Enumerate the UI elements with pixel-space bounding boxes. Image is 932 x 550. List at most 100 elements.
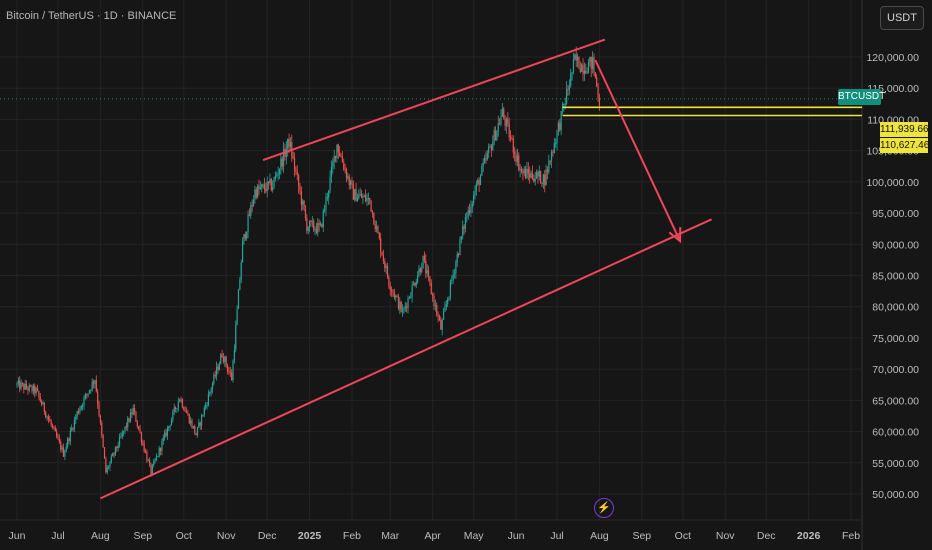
y-tick-label: 90,000.00 <box>872 239 919 251</box>
candle-body <box>485 158 487 160</box>
candle-body <box>176 408 178 410</box>
candle-body <box>280 158 282 170</box>
candle-body <box>116 446 118 449</box>
candle-body <box>174 407 177 409</box>
candle-body <box>377 226 379 234</box>
candle-body <box>25 384 28 389</box>
candle-body <box>75 417 77 420</box>
candle-body <box>77 411 80 413</box>
candle-body <box>103 447 106 459</box>
candle-body <box>512 138 514 153</box>
candle-body <box>112 453 114 457</box>
candle-body <box>355 189 357 202</box>
candle-body <box>358 195 360 199</box>
candle-body <box>180 399 182 401</box>
candle-body <box>259 187 261 189</box>
candle-body <box>42 402 44 405</box>
candle-body <box>50 421 52 425</box>
candle-body <box>362 196 364 198</box>
candle-body <box>99 415 101 423</box>
candle-body <box>274 175 277 179</box>
candle-body <box>509 137 512 139</box>
candle-body <box>393 292 395 298</box>
candle-body <box>71 428 73 431</box>
candle-body <box>258 185 260 189</box>
candle-body <box>456 254 458 263</box>
candle-body <box>41 401 43 405</box>
candle-body <box>140 432 143 443</box>
candle-body <box>157 456 159 458</box>
lightning-icon[interactable]: ⚡ <box>594 498 614 518</box>
candle-body <box>464 217 467 229</box>
candle-body <box>118 436 121 446</box>
candle-body <box>324 209 326 211</box>
x-tick-label: Sep <box>632 530 651 542</box>
candle-body <box>120 436 122 438</box>
candle-body <box>124 426 126 432</box>
candle-body <box>155 456 158 461</box>
candle-body <box>585 70 587 73</box>
candle-body <box>572 58 575 73</box>
candle-body <box>83 397 85 406</box>
candle-body <box>388 277 390 286</box>
candle-body <box>165 432 167 436</box>
candle-body <box>382 255 385 261</box>
candle-body <box>293 157 296 170</box>
candle-body <box>46 416 48 418</box>
candle-body <box>538 171 540 177</box>
candle-body <box>518 155 520 170</box>
candle-body <box>139 428 141 433</box>
candle-body <box>466 216 468 218</box>
chart-title: Bitcoin / TetherUS · 1D · BINANCE <box>6 10 176 22</box>
x-tick-label: May <box>464 530 485 542</box>
candle-body <box>470 207 472 214</box>
candle-body <box>425 260 427 274</box>
candle-body <box>475 183 477 192</box>
candle-body <box>237 289 240 309</box>
candle-body <box>483 158 486 164</box>
candle-body <box>136 421 138 427</box>
candle-body <box>113 453 115 455</box>
candle-body <box>593 57 595 73</box>
candle-body <box>460 236 462 240</box>
candle-body <box>381 251 383 256</box>
candle-body <box>173 407 175 412</box>
candle-body <box>76 411 78 418</box>
candle-body <box>229 371 231 374</box>
candle-body <box>438 316 441 321</box>
candle-body <box>158 447 160 457</box>
candle-body <box>534 178 536 182</box>
candle-body <box>507 119 509 124</box>
candle-body <box>415 282 417 286</box>
candle-body <box>375 226 378 230</box>
candle-body <box>535 172 538 179</box>
candle-body <box>98 404 100 416</box>
candle-body <box>222 357 225 362</box>
candle-body <box>114 446 117 455</box>
x-tick-label: Oct <box>675 530 691 542</box>
candle-body <box>142 442 144 444</box>
candle-body <box>306 218 308 231</box>
candle-body <box>341 156 343 163</box>
candle-body <box>544 174 546 186</box>
candle-body <box>191 420 193 428</box>
candle-body <box>351 180 353 185</box>
candle-body <box>549 160 551 162</box>
candle-body <box>564 103 566 105</box>
candle-body <box>426 270 428 274</box>
x-tick-label: Nov <box>716 530 735 542</box>
candle-body <box>91 381 93 390</box>
candle-body <box>244 234 246 239</box>
candle-body <box>559 123 561 131</box>
candle-body <box>516 155 518 162</box>
candle-body <box>511 138 513 140</box>
y-tick-label: 55,000.00 <box>872 458 919 470</box>
candle-body <box>20 383 22 389</box>
candle-body <box>433 296 435 307</box>
currency-button[interactable]: USDT <box>880 6 924 30</box>
candle-body <box>102 435 104 448</box>
candles-group <box>16 46 601 477</box>
candle-body <box>210 389 212 393</box>
candle-body <box>240 262 242 280</box>
